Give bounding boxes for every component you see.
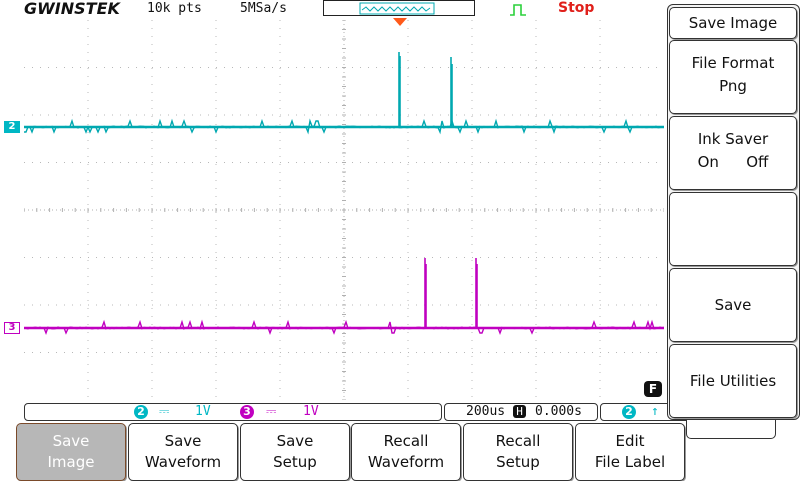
save-button[interactable]: Save [669,268,797,342]
bottom-menu-button-save-setup[interactable]: Save Setup [240,423,350,481]
side-menu-title: Save Image [669,7,797,39]
bottom-menu-button-recall-setup[interactable]: Recall Setup [463,423,573,481]
top-status-bar: GWINSTEK 10k pts 5MSa/s Stop [0,0,668,18]
ink-saver-off-option: Off [746,153,769,171]
ch2-level-marker[interactable]: 2 [4,121,20,133]
trigger-position-marker-icon [393,18,407,26]
ch3-status-badge: 3 [240,405,254,419]
record-length: 10k pts [147,1,202,16]
button-label-line2: File Label [594,453,666,471]
brand-logo: GWINSTEK [24,0,120,18]
sample-rate: 5MSa/s [240,1,287,16]
channel-status-bar: 2 ⎓ 1V 3 ⎓ 1V [24,403,442,421]
trigger-edge-icon [510,4,526,16]
file-format-value: Png [719,77,747,95]
side-menu-tray [686,416,776,439]
file-utilities-button[interactable]: File Utilities [669,344,797,418]
button-label-line1: Edit [615,432,645,450]
button-label-line1: Save [276,432,314,450]
bottom-menu-button-save-waveform[interactable]: Save Waveform [128,423,238,481]
button-label-line1: Recall [383,432,429,450]
ch3-scale: 1V [303,404,319,419]
ch3-coupling-icon: ⎓ [266,404,277,419]
side-menu-empty-button[interactable] [669,192,797,266]
function-key-icon: F [644,381,662,397]
timebase-status-bar: 200us H 0.000s [444,403,598,421]
button-label-line2: Waveform [144,453,222,471]
timebase-scale: 200us [466,404,506,419]
button-label-line1: Recall [495,432,541,450]
run-stop-status: Stop [558,0,595,16]
ch3-level-marker[interactable]: 3 [4,322,20,334]
ch3-waveform [24,258,664,336]
trigger-slope-icon: ↑ [651,404,659,419]
file-format-button[interactable]: File Format Png [669,40,797,114]
button-label-line2: Image [47,453,95,471]
timebase-delay: 0.000s [535,404,582,419]
trigger-source-badge: 2 [622,405,636,419]
bottom-menu-button-recall-waveform[interactable]: Recall Waveform [351,423,461,481]
horizontal-delay-icon: H [513,405,526,418]
ink-saver-button[interactable]: Ink Saver On Off [669,116,797,190]
side-menu: Save Image File Format Png Ink Saver On … [667,4,800,420]
button-label-line2: Setup [273,453,317,471]
waveform-display[interactable] [24,20,664,400]
bottom-menu-button-edit-file-label[interactable]: Edit File Label [575,423,685,481]
memory-window-waveform-icon [359,2,435,15]
button-label-line1: Save [52,432,90,450]
graticule [24,20,664,400]
ch2-waveform [24,52,664,135]
ink-saver-on-option: On [697,153,719,171]
ch2-status-badge: 2 [134,405,148,419]
button-label-line2: Waveform [367,453,445,471]
ch2-coupling-icon: ⎓ [159,404,170,419]
button-label-line1: Save [164,432,202,450]
bottom-menu-button-save-image[interactable]: Save Image [16,423,126,481]
ch2-scale: 1V [195,404,211,419]
button-label-line2: Setup [496,453,540,471]
memory-window-bar [323,0,475,16]
